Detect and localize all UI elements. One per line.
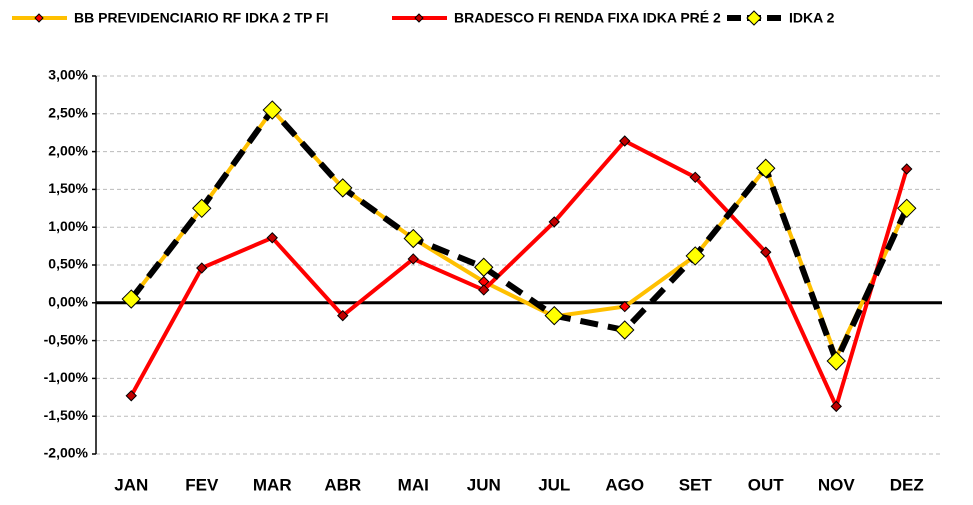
data-marker: [337, 309, 349, 322]
y-tick-label: 2,50%: [48, 105, 88, 121]
data-marker: [266, 232, 278, 244]
legend-marker: [414, 13, 424, 23]
data-marker: [619, 300, 631, 313]
x-tick-label: AGO: [605, 475, 644, 494]
y-tick-label: 0,50%: [48, 256, 88, 272]
x-tick-label: SET: [679, 475, 713, 494]
data-marker: [403, 228, 423, 249]
data-marker: [478, 284, 490, 296]
data-marker: [262, 100, 282, 120]
data-marker: [689, 171, 701, 184]
legend-label: IDKA 2: [789, 10, 835, 26]
y-tick-label: 0,00%: [48, 294, 88, 310]
x-tick-label: JUN: [467, 475, 501, 494]
data-marker: [192, 198, 212, 219]
data-marker: [121, 289, 141, 309]
y-tick-label: -0,50%: [44, 331, 89, 347]
legend-label: BRADESCO FI RENDA FIXA IDKA PRÉ 2: [454, 10, 721, 26]
x-tick-label: FEV: [185, 475, 219, 494]
legend-marker: [34, 13, 44, 23]
x-tick-label: DEZ: [890, 475, 924, 494]
data-marker: [830, 400, 842, 413]
data-marker: [474, 257, 494, 277]
series-line: [128, 107, 910, 365]
data-marker: [760, 246, 772, 258]
legend-label: BB PREVIDENCIARIO RF IDKA 2 TP FI: [74, 10, 328, 26]
data-marker: [544, 305, 564, 326]
legend-marker: [746, 10, 762, 26]
x-tick-label: OUT: [748, 475, 785, 494]
y-tick-label: -1,50%: [44, 407, 89, 423]
series-line: [129, 139, 909, 409]
x-tick-label: MAR: [253, 475, 292, 494]
data-marker: [333, 178, 353, 198]
data-marker: [826, 351, 846, 371]
y-tick-label: 2,00%: [48, 142, 88, 158]
x-tick-label: ABR: [324, 475, 361, 494]
x-tick-label: MAI: [398, 475, 429, 494]
data-marker: [125, 390, 137, 402]
data-marker: [196, 262, 208, 274]
data-marker: [619, 135, 631, 147]
data-marker: [685, 246, 705, 266]
y-tick-label: 1,50%: [48, 180, 88, 196]
y-tick-label: -1,00%: [44, 369, 89, 385]
y-tick-label: 3,00%: [48, 67, 88, 83]
data-marker: [548, 216, 560, 228]
y-tick-label: 1,00%: [48, 218, 88, 234]
y-tick-label: -2,00%: [44, 445, 89, 461]
data-marker: [756, 158, 776, 178]
data-marker: [901, 163, 913, 175]
series-line: [129, 108, 909, 360]
x-tick-label: JAN: [114, 475, 148, 494]
data-marker: [897, 198, 917, 219]
x-tick-label: NOV: [818, 475, 856, 494]
x-tick-label: JUL: [538, 475, 570, 494]
data-marker: [615, 320, 635, 340]
data-marker: [407, 253, 419, 265]
